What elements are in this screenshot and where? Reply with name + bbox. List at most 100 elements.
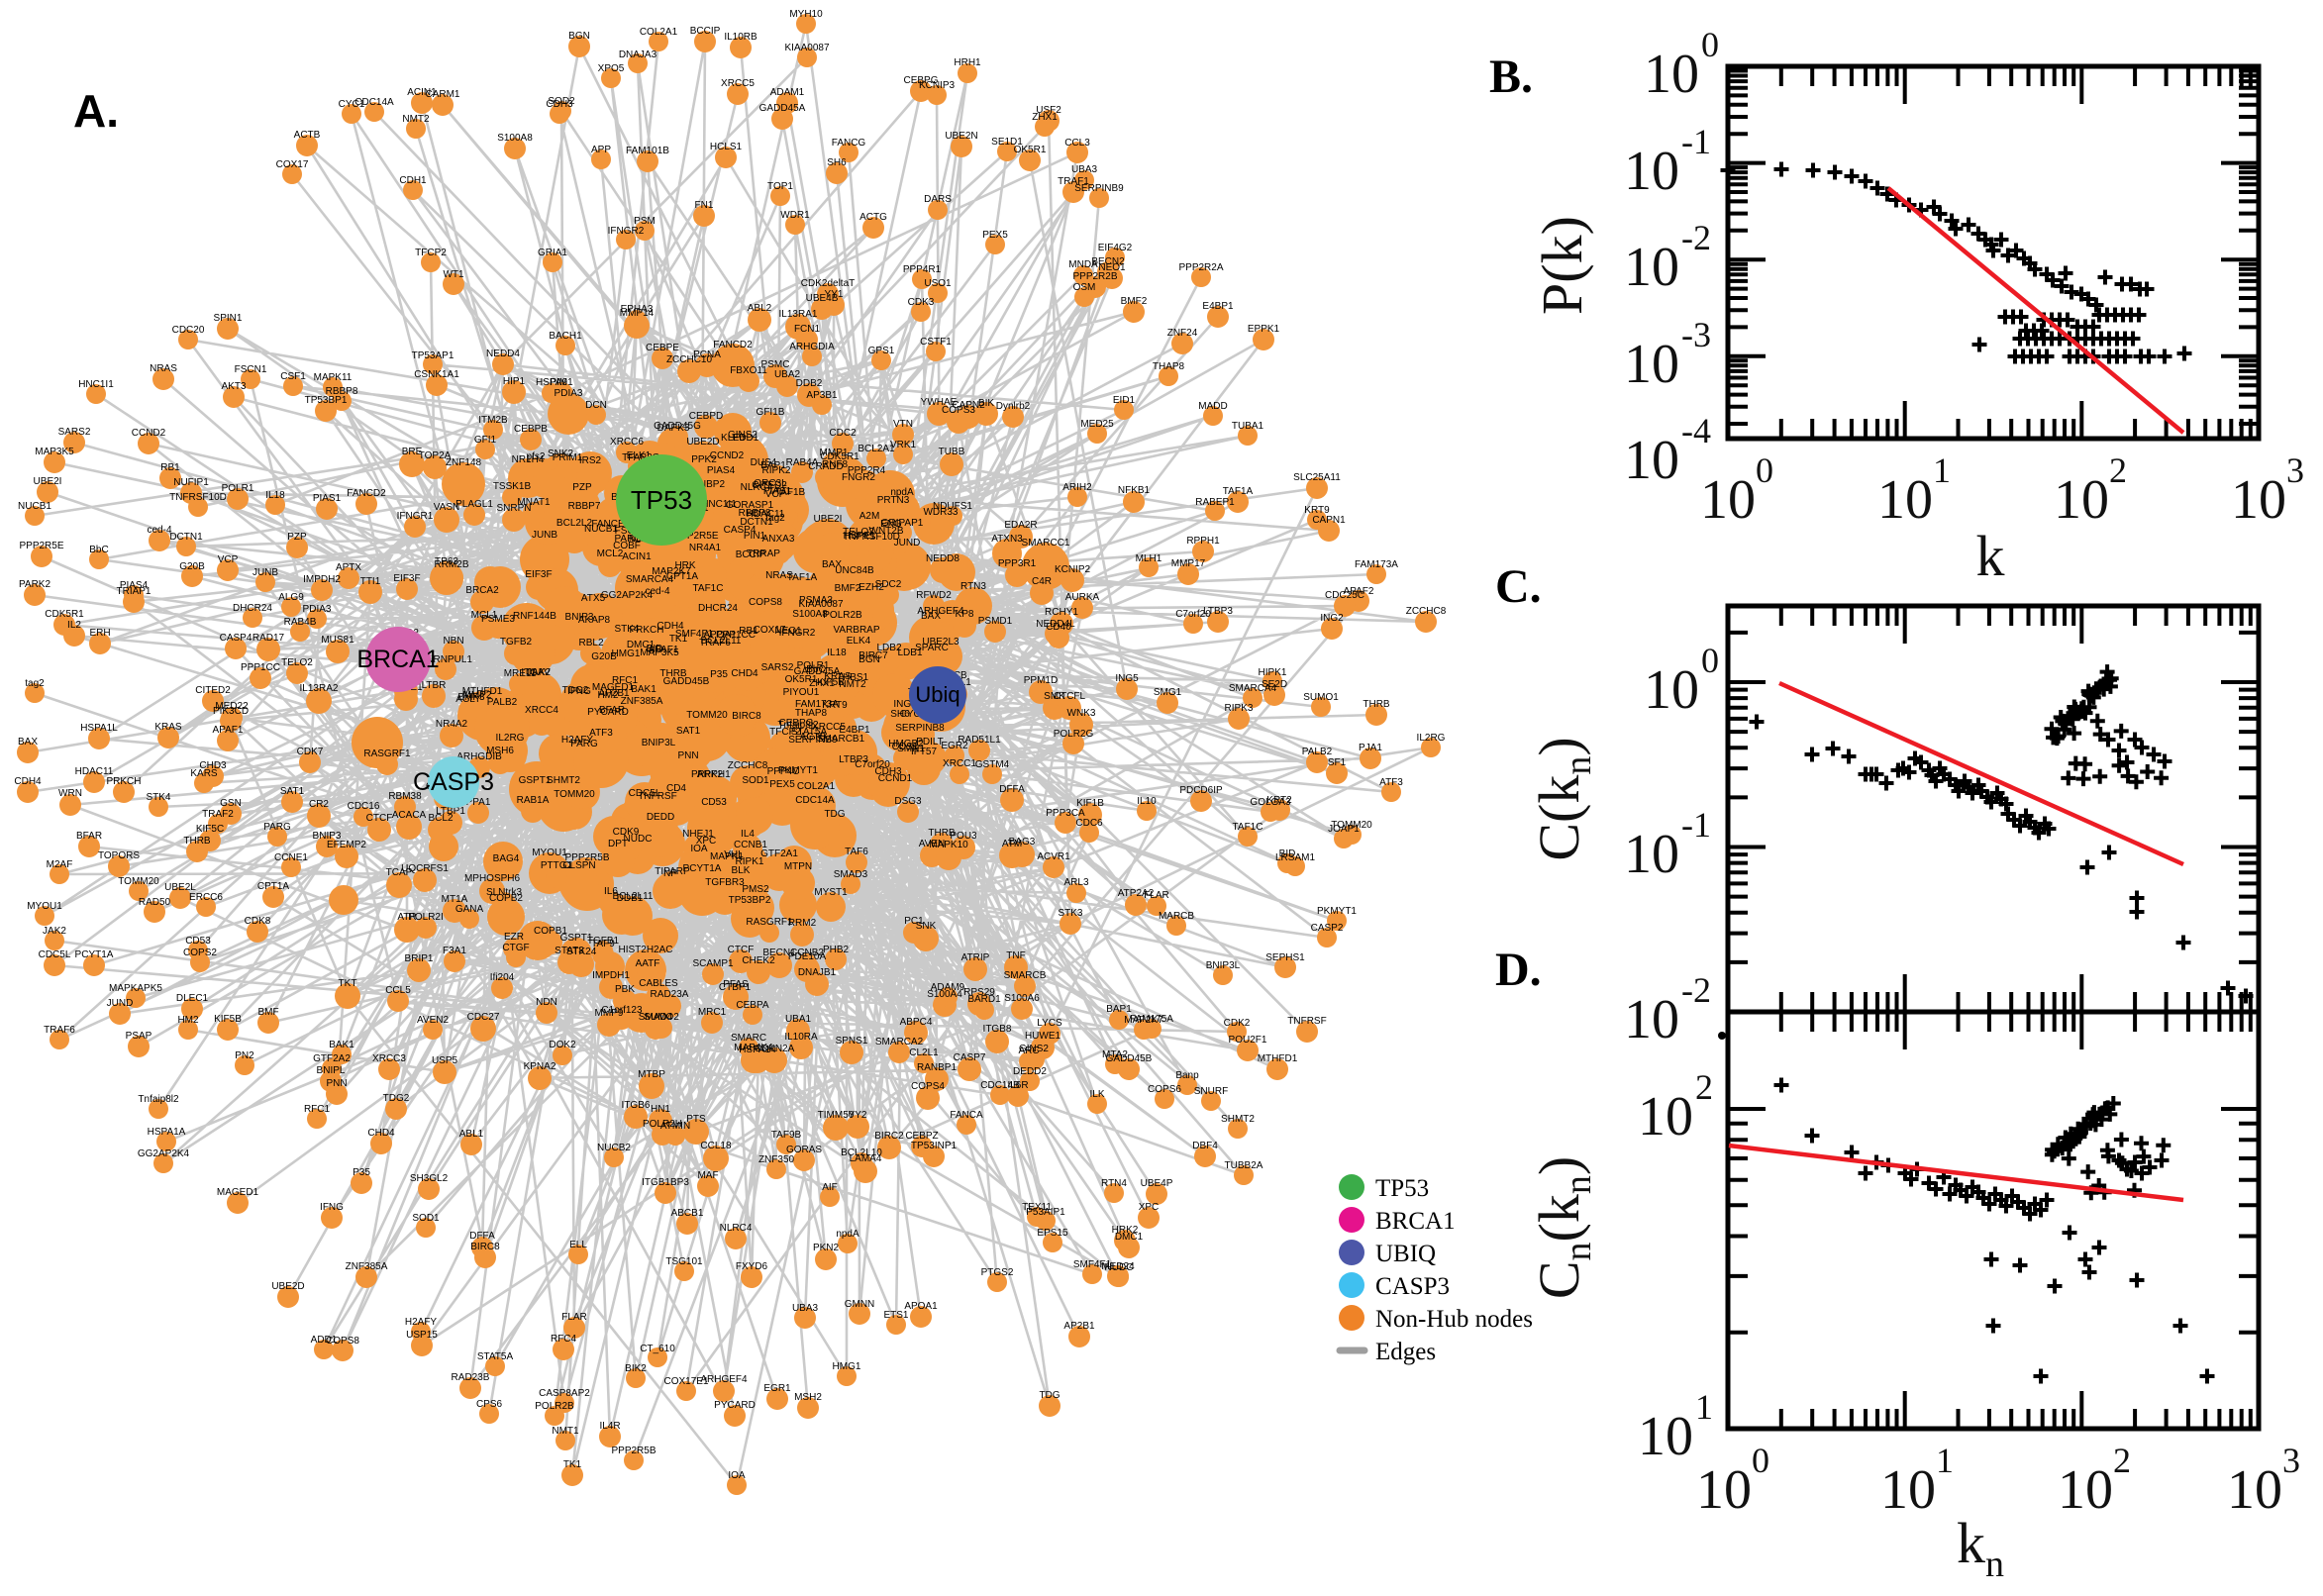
svg-text:FAM173A: FAM173A [795,699,839,710]
svg-text:BbC: BbC [806,664,825,675]
svg-text:ATXN3: ATXN3 [991,534,1023,545]
svg-text:CCNB2: CCNB2 [790,948,824,958]
svg-text:PRKCH: PRKCH [106,776,141,787]
svg-text:CDK2deltaT: CDK2deltaT [801,278,855,289]
svg-text:ZHX1: ZHX1 [1032,112,1058,123]
svg-text:FANCE: FANCE [591,519,625,530]
svg-text:SMAD4: SMAD4 [639,1012,673,1023]
svg-text:CYC1: CYC1 [339,99,365,110]
svg-text:KLF6: KLF6 [721,433,745,444]
svg-text:PPK2: PPK2 [691,454,717,465]
svg-text:CASP3: CASP3 [413,768,494,796]
svg-text:MYOU1: MYOU1 [532,848,567,858]
svg-text:PALB2: PALB2 [1302,747,1333,757]
svg-text:MTHFD1: MTHFD1 [462,686,503,697]
svg-text:RBL2: RBL2 [578,638,603,648]
svg-text:PPP2R5E: PPP2R5E [673,531,718,542]
svg-text:CDK5R1: CDK5R1 [45,609,84,620]
svg-text:PKMYT1: PKMYT1 [1317,906,1357,917]
svg-text:ATM: ATM [1002,839,1022,849]
svg-text:NFKB1: NFKB1 [1118,485,1151,496]
svg-text:CDC27: CDC27 [467,1012,500,1023]
svg-text:IL18: IL18 [265,490,285,501]
svg-text:CCNB1: CCNB1 [734,840,767,850]
svg-text:PIAS1: PIAS1 [763,486,792,497]
svg-text:GSTM4: GSTM4 [975,759,1010,770]
svg-text:TRAF6: TRAF6 [44,1025,75,1036]
svg-text:CDC16: CDC16 [348,801,380,812]
svg-text:CARM1: CARM1 [425,89,459,100]
svg-text:IFNGR2: IFNGR2 [779,628,816,639]
svg-text:SNURF: SNURF [1194,1086,1228,1097]
svg-text:YY2: YY2 [849,1110,867,1121]
svg-text:NEDD4L: NEDD4L [1036,619,1075,630]
svg-text:SAT1: SAT1 [280,786,305,797]
svg-text:KRT2: KRT2 [1266,795,1292,806]
svg-text:PSM: PSM [634,216,656,227]
svg-text:10: 10 [1696,1459,1752,1521]
svg-text:SOD1: SOD1 [412,1213,440,1224]
svg-text:CDC5L: CDC5L [39,949,71,960]
svg-text:CD53: CD53 [701,797,727,808]
svg-text:RPPH1: RPPH1 [1186,536,1220,547]
svg-text:THRB: THRB [183,836,211,847]
svg-text:TNFRSF: TNFRSF [1287,1016,1326,1027]
svg-text:MNAT1: MNAT1 [517,497,551,508]
svg-text:MAP3K5: MAP3K5 [640,648,679,658]
svg-text:BRCA1: BRCA1 [1375,1208,1456,1235]
svg-text:CSNK1A1: CSNK1A1 [414,369,459,380]
svg-text:C1orf123: C1orf123 [601,1005,643,1016]
svg-text:BRCA1: BRCA1 [356,646,439,673]
svg-text:COX17E1: COX17E1 [663,1376,708,1387]
svg-text:TAF9: TAF9 [591,939,615,949]
svg-text:XPO5: XPO5 [598,63,625,74]
svg-text:APOA1: APOA1 [904,1301,938,1312]
svg-text:CCND2: CCND2 [710,450,745,461]
svg-text:S100A4: S100A4 [927,989,962,1000]
svg-text:PZP: PZP [287,532,307,543]
svg-text:DFFA: DFFA [999,784,1025,795]
svg-text:UBA3: UBA3 [792,1303,819,1314]
svg-text:NUFIP1: NUFIP1 [173,477,209,488]
svg-text:DCN: DCN [585,400,607,411]
svg-text:ADAM1: ADAM1 [770,87,805,98]
svg-text:TRIAP1: TRIAP1 [116,586,151,597]
svg-text:PPM1D: PPM1D [1024,675,1058,686]
svg-text:BMF: BMF [257,1007,278,1018]
svg-text:SNK: SNK [916,921,937,932]
svg-text:DDB1: DDB1 [617,893,644,904]
svg-text:TAF6: TAF6 [845,847,868,857]
svg-text:CLSPN: CLSPN [562,860,595,871]
svg-text:DAPK3: DAPK3 [657,423,690,434]
svg-text:RASGRF1: RASGRF1 [363,748,411,759]
svg-text:TGFB2: TGFB2 [500,637,533,648]
svg-text:1: 1 [1936,1441,1954,1480]
svg-text:TUBA1: TUBA1 [1232,421,1264,432]
svg-text:TFCP2: TFCP2 [769,727,801,738]
svg-text:DSG3: DSG3 [894,796,922,807]
svg-text:CDH4: CDH4 [656,621,684,632]
svg-text:TOMM20: TOMM20 [1331,820,1372,831]
svg-text:SUMO2: SUMO2 [644,1012,679,1023]
svg-text:NHEJ1: NHEJ1 [682,829,714,840]
svg-text:NBN: NBN [443,636,463,647]
svg-text:TOP2A: TOP2A [419,450,452,461]
svg-text:MTPN: MTPN [784,861,812,872]
svg-text:CASP8AP2: CASP8AP2 [539,1388,590,1399]
svg-text:PHB2: PHB2 [823,945,850,955]
svg-text:XRCC5: XRCC5 [812,722,846,733]
svg-text:COX17: COX17 [754,625,786,636]
svg-text:GSPT1: GSPT1 [519,775,552,786]
svg-text:TEX11: TEX11 [1022,1202,1052,1213]
svg-text:BCL2: BCL2 [428,813,453,824]
svg-text:HMGB2: HMGB2 [888,739,924,749]
svg-text:PARK2: PARK2 [691,769,723,780]
svg-text:ACIN1: ACIN1 [407,87,437,98]
svg-text:C7orf20: C7orf20 [1175,609,1211,620]
svg-text:PPP4C: PPP4C [767,766,800,777]
svg-text:ITGB1BP3: ITGB1BP3 [642,1177,689,1188]
svg-text:HRK2: HRK2 [1112,1225,1139,1236]
svg-text:ALG9: ALG9 [278,592,304,603]
svg-text:FAM175A: FAM175A [1130,1014,1173,1025]
svg-text:BID: BID [1279,848,1296,859]
